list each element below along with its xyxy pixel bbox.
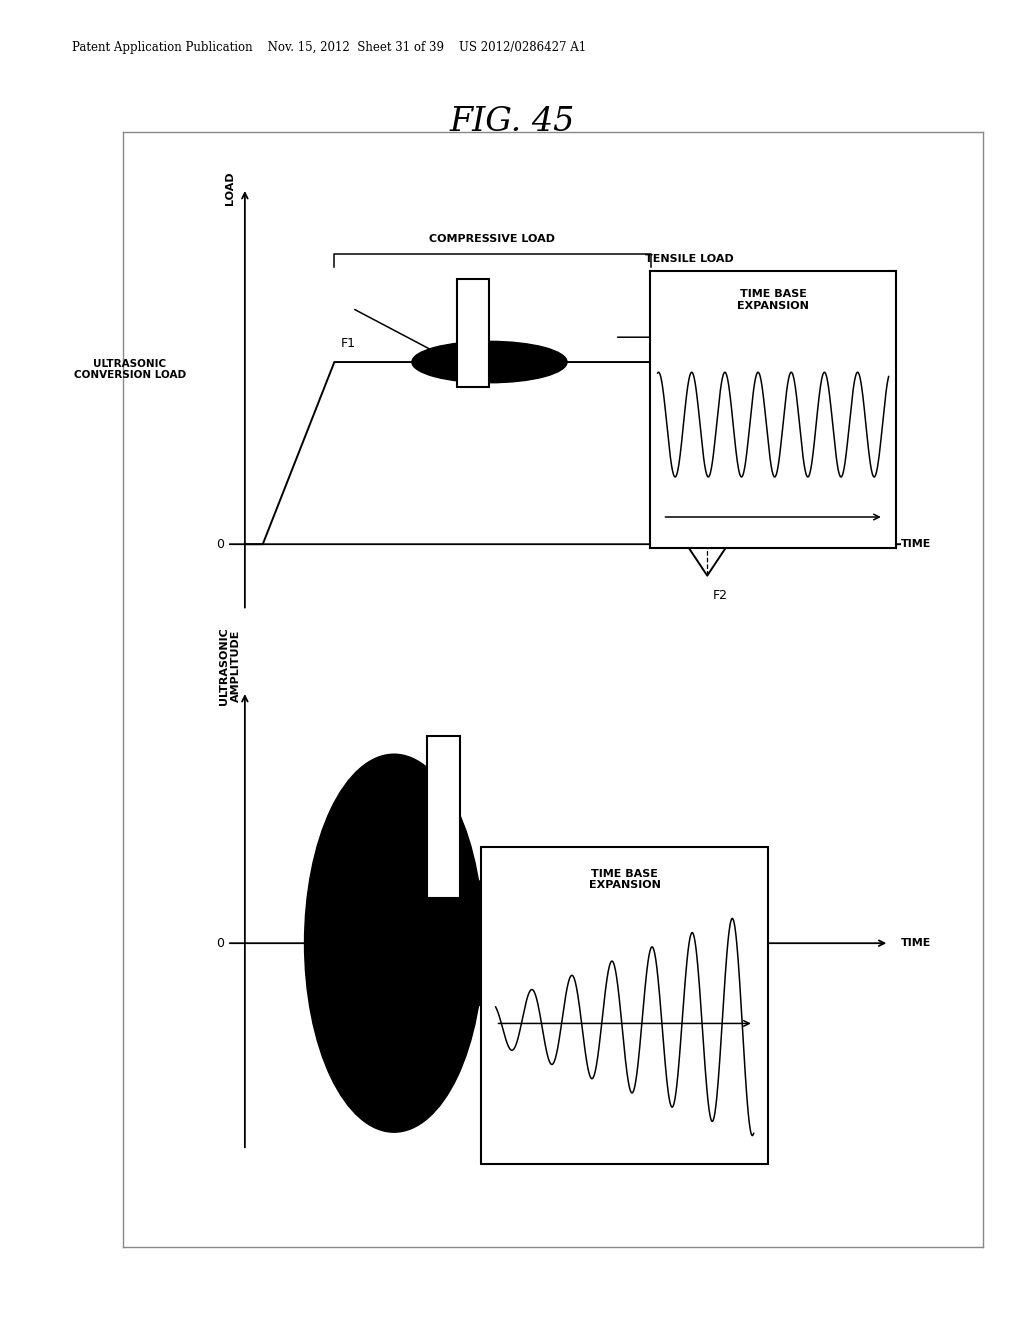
Ellipse shape [460, 875, 525, 1011]
FancyBboxPatch shape [427, 737, 460, 898]
Text: TENSILE LOAD: TENSILE LOAD [645, 255, 734, 264]
Text: 0: 0 [216, 937, 224, 949]
Text: ULTRASONIC
AMPLITUDE: ULTRASONIC AMPLITUDE [219, 627, 241, 705]
Text: F2: F2 [713, 589, 728, 602]
Text: F1: F1 [340, 337, 355, 350]
Text: Patent Application Publication    Nov. 15, 2012  Sheet 31 of 39    US 2012/02864: Patent Application Publication Nov. 15, … [72, 41, 586, 54]
Text: TIME BASE
EXPANSION: TIME BASE EXPANSION [737, 289, 809, 310]
Text: TIME: TIME [901, 539, 932, 549]
Text: LOAD: LOAD [225, 172, 234, 205]
Text: TIME BASE
EXPANSION: TIME BASE EXPANSION [589, 869, 660, 890]
Ellipse shape [412, 342, 567, 383]
Text: COMPRESSIVE LOAD: COMPRESSIVE LOAD [429, 235, 555, 244]
Text: TIME: TIME [901, 939, 932, 948]
Text: 0: 0 [216, 537, 224, 550]
Ellipse shape [304, 754, 483, 1133]
FancyBboxPatch shape [457, 280, 489, 387]
Text: ULTRASONIC
CONVERSION LOAD: ULTRASONIC CONVERSION LOAD [74, 359, 186, 380]
Text: FIG. 45: FIG. 45 [450, 106, 574, 137]
